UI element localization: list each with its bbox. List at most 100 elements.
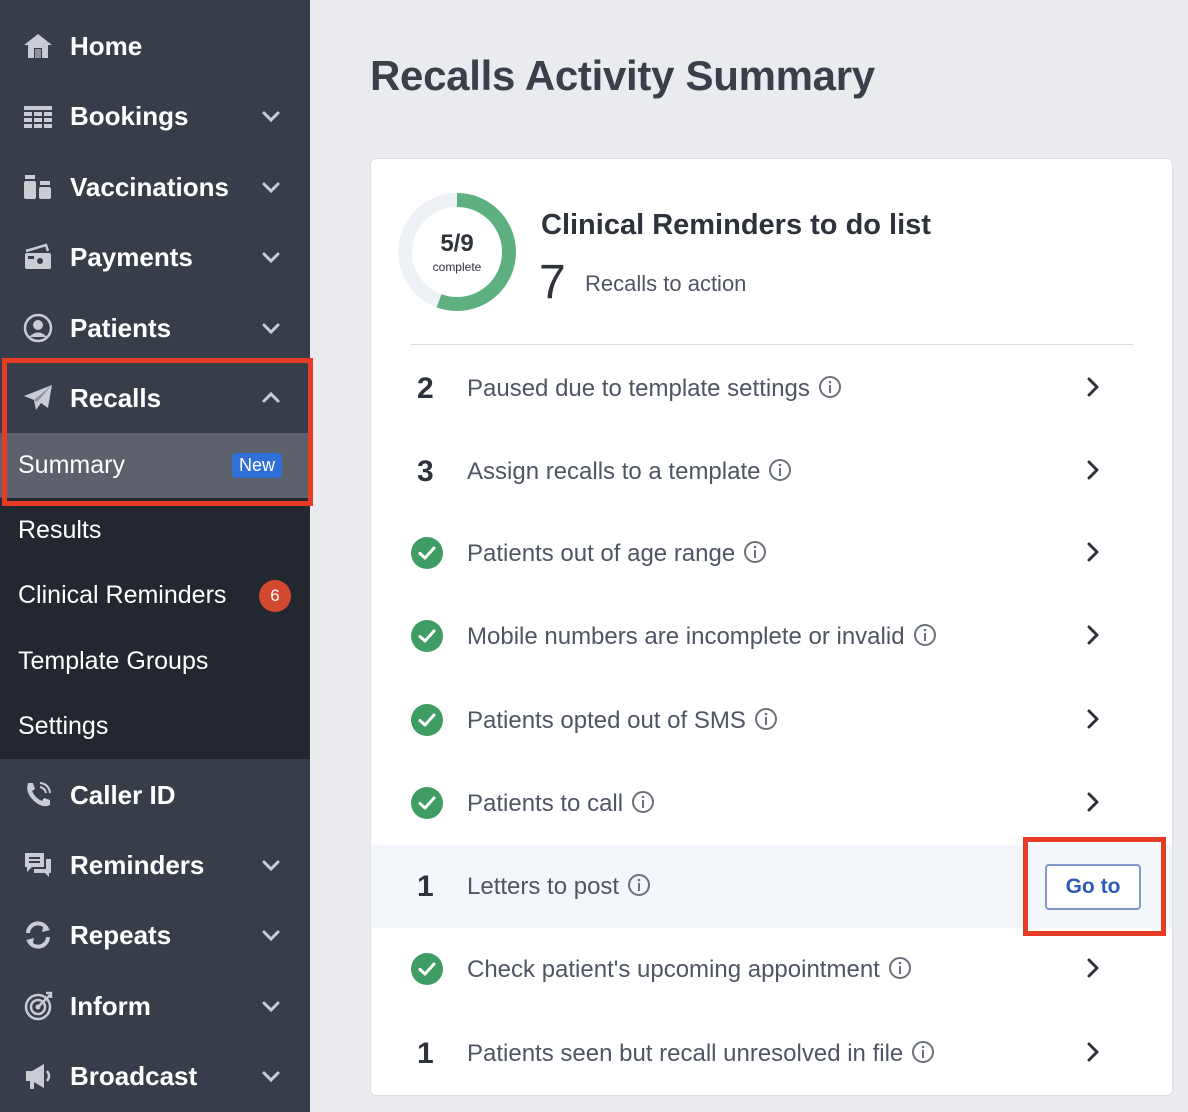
recall-count: 7 bbox=[539, 256, 566, 309]
home-icon bbox=[20, 28, 56, 64]
chevron-down-icon[interactable] bbox=[258, 315, 284, 341]
row-count: 3 bbox=[417, 455, 434, 488]
row-label-text: Mobile numbers are incomplete or invalid bbox=[467, 623, 905, 650]
chevron-down-icon[interactable] bbox=[258, 244, 284, 270]
subnav-item-results[interactable]: Results bbox=[0, 498, 310, 563]
row-label-text: Paused due to template settings bbox=[467, 375, 810, 402]
todo-row[interactable]: 2 Paused due to template settings bbox=[371, 347, 1172, 430]
chevron-up-icon[interactable] bbox=[258, 385, 284, 411]
row-label: Check patient's upcoming appointment bbox=[467, 956, 912, 984]
subnav-item-template-groups[interactable]: Template Groups bbox=[0, 629, 310, 694]
nav-label: Caller ID bbox=[70, 779, 176, 810]
todo-row[interactable]: 1 Patients seen but recall unresolved in … bbox=[371, 1012, 1172, 1095]
row-label-text: Patients seen but recall unresolved in f… bbox=[467, 1040, 904, 1067]
row-label: Patients opted out of SMS bbox=[467, 707, 778, 735]
divider bbox=[411, 344, 1133, 345]
info-icon[interactable] bbox=[818, 375, 842, 399]
nav-item-broadcast[interactable]: Broadcast bbox=[0, 1041, 310, 1111]
nav-item-repeats[interactable]: Repeats bbox=[0, 900, 310, 970]
subnav-label: Summary bbox=[18, 451, 125, 479]
todo-row[interactable]: Patients to call bbox=[371, 762, 1172, 845]
nav-item-vaccinations[interactable]: Vaccinations bbox=[0, 152, 310, 222]
megaphone-icon bbox=[20, 1058, 56, 1094]
chevron-right-icon[interactable] bbox=[1081, 458, 1105, 482]
todo-row[interactable]: 3 Assign recalls to a template bbox=[371, 430, 1172, 513]
chevron-down-icon[interactable] bbox=[258, 993, 284, 1019]
chevron-right-icon[interactable] bbox=[1081, 790, 1105, 814]
info-icon[interactable] bbox=[627, 873, 651, 897]
row-label: Patients out of age range bbox=[467, 540, 767, 568]
row-label-text: Letters to post bbox=[467, 873, 620, 900]
chevron-right-icon[interactable] bbox=[1081, 375, 1105, 399]
progress-label: complete bbox=[432, 260, 482, 274]
nav-item-home[interactable]: Home bbox=[0, 11, 310, 81]
progress-fraction: 5/9 bbox=[440, 230, 474, 257]
subnav-label: Settings bbox=[18, 712, 109, 740]
nav-item-inform[interactable]: Inform bbox=[0, 971, 310, 1041]
nav-item-bookings[interactable]: Bookings bbox=[0, 81, 310, 151]
nav-label: Repeats bbox=[70, 919, 172, 950]
nav-item-reminders[interactable]: Reminders bbox=[0, 830, 310, 900]
row-label: Patients to call bbox=[467, 790, 655, 818]
nav-label: Home bbox=[70, 30, 143, 61]
todo-row[interactable]: Patients opted out of SMS bbox=[371, 679, 1172, 762]
nav-label: Broadcast bbox=[70, 1060, 198, 1091]
nav-item-recalls[interactable]: Recalls bbox=[0, 363, 310, 433]
row-label: Paused due to template settings bbox=[467, 375, 842, 403]
check-circle-icon bbox=[411, 537, 443, 569]
subnav-item-clinical-reminders[interactable]: Clinical Reminders 6 bbox=[0, 563, 310, 628]
todo-row[interactable]: Mobile numbers are incomplete or invalid bbox=[371, 595, 1172, 678]
info-icon[interactable] bbox=[743, 540, 767, 564]
info-icon[interactable] bbox=[911, 1040, 935, 1064]
subnav-label: Results bbox=[18, 516, 102, 544]
chevron-down-icon[interactable] bbox=[258, 922, 284, 948]
progress-donut bbox=[398, 193, 516, 311]
row-label: Mobile numbers are incomplete or invalid bbox=[467, 623, 937, 651]
patient-icon bbox=[20, 310, 56, 346]
go-to-button[interactable]: Go to bbox=[1045, 864, 1141, 910]
nav-item-patients[interactable]: Patients bbox=[0, 293, 310, 363]
subnav-item-settings[interactable]: Settings bbox=[0, 694, 310, 759]
nav-item-payments[interactable]: Payments bbox=[0, 222, 310, 292]
info-icon[interactable] bbox=[768, 458, 792, 482]
chevron-right-icon[interactable] bbox=[1081, 956, 1105, 980]
info-icon[interactable] bbox=[913, 623, 937, 647]
card-title: Clinical Reminders to do list bbox=[541, 209, 931, 241]
todo-row[interactable]: Check patient's upcoming appointment bbox=[371, 928, 1172, 1011]
chevron-down-icon[interactable] bbox=[258, 852, 284, 878]
table-icon bbox=[20, 98, 56, 134]
repeat-icon bbox=[20, 917, 56, 953]
nav-item-caller-id[interactable]: Caller ID bbox=[0, 760, 310, 830]
chevron-right-icon[interactable] bbox=[1081, 1040, 1105, 1064]
row-count: 2 bbox=[417, 372, 434, 405]
row-label-text: Patients opted out of SMS bbox=[467, 707, 746, 734]
page-title: Recalls Activity Summary bbox=[370, 52, 875, 99]
todo-row[interactable]: 1 Letters to post Go to bbox=[371, 845, 1172, 928]
target-icon bbox=[20, 988, 56, 1024]
check-circle-icon bbox=[411, 787, 443, 819]
paper-plane-icon bbox=[20, 380, 56, 416]
sidebar: Home Bookings Vaccinations Payments Pati… bbox=[0, 0, 313, 1112]
chevron-down-icon[interactable] bbox=[258, 103, 284, 129]
chevron-right-icon[interactable] bbox=[1081, 707, 1105, 731]
vaccine-icon bbox=[20, 169, 56, 205]
info-icon[interactable] bbox=[888, 956, 912, 980]
check-circle-icon bbox=[411, 704, 443, 736]
row-label: Assign recalls to a template bbox=[467, 458, 792, 486]
nav-label: Payments bbox=[70, 241, 193, 272]
row-label: Letters to post bbox=[467, 873, 651, 901]
info-icon[interactable] bbox=[631, 790, 655, 814]
row-label-text: Patients out of age range bbox=[467, 540, 736, 567]
info-icon[interactable] bbox=[754, 707, 778, 731]
phone-icon bbox=[20, 777, 56, 813]
subnav-item-summary[interactable]: Summary New bbox=[0, 433, 310, 498]
row-label: Patients seen but recall unresolved in f… bbox=[467, 1040, 935, 1068]
chevron-right-icon[interactable] bbox=[1081, 540, 1105, 564]
check-circle-icon bbox=[411, 620, 443, 652]
todo-row[interactable]: Patients out of age range bbox=[371, 512, 1172, 595]
chevron-down-icon[interactable] bbox=[258, 174, 284, 200]
chevron-right-icon[interactable] bbox=[1081, 623, 1105, 647]
chevron-down-icon[interactable] bbox=[258, 1063, 284, 1089]
nav-label: Inform bbox=[70, 990, 151, 1021]
check-circle-icon bbox=[411, 953, 443, 985]
